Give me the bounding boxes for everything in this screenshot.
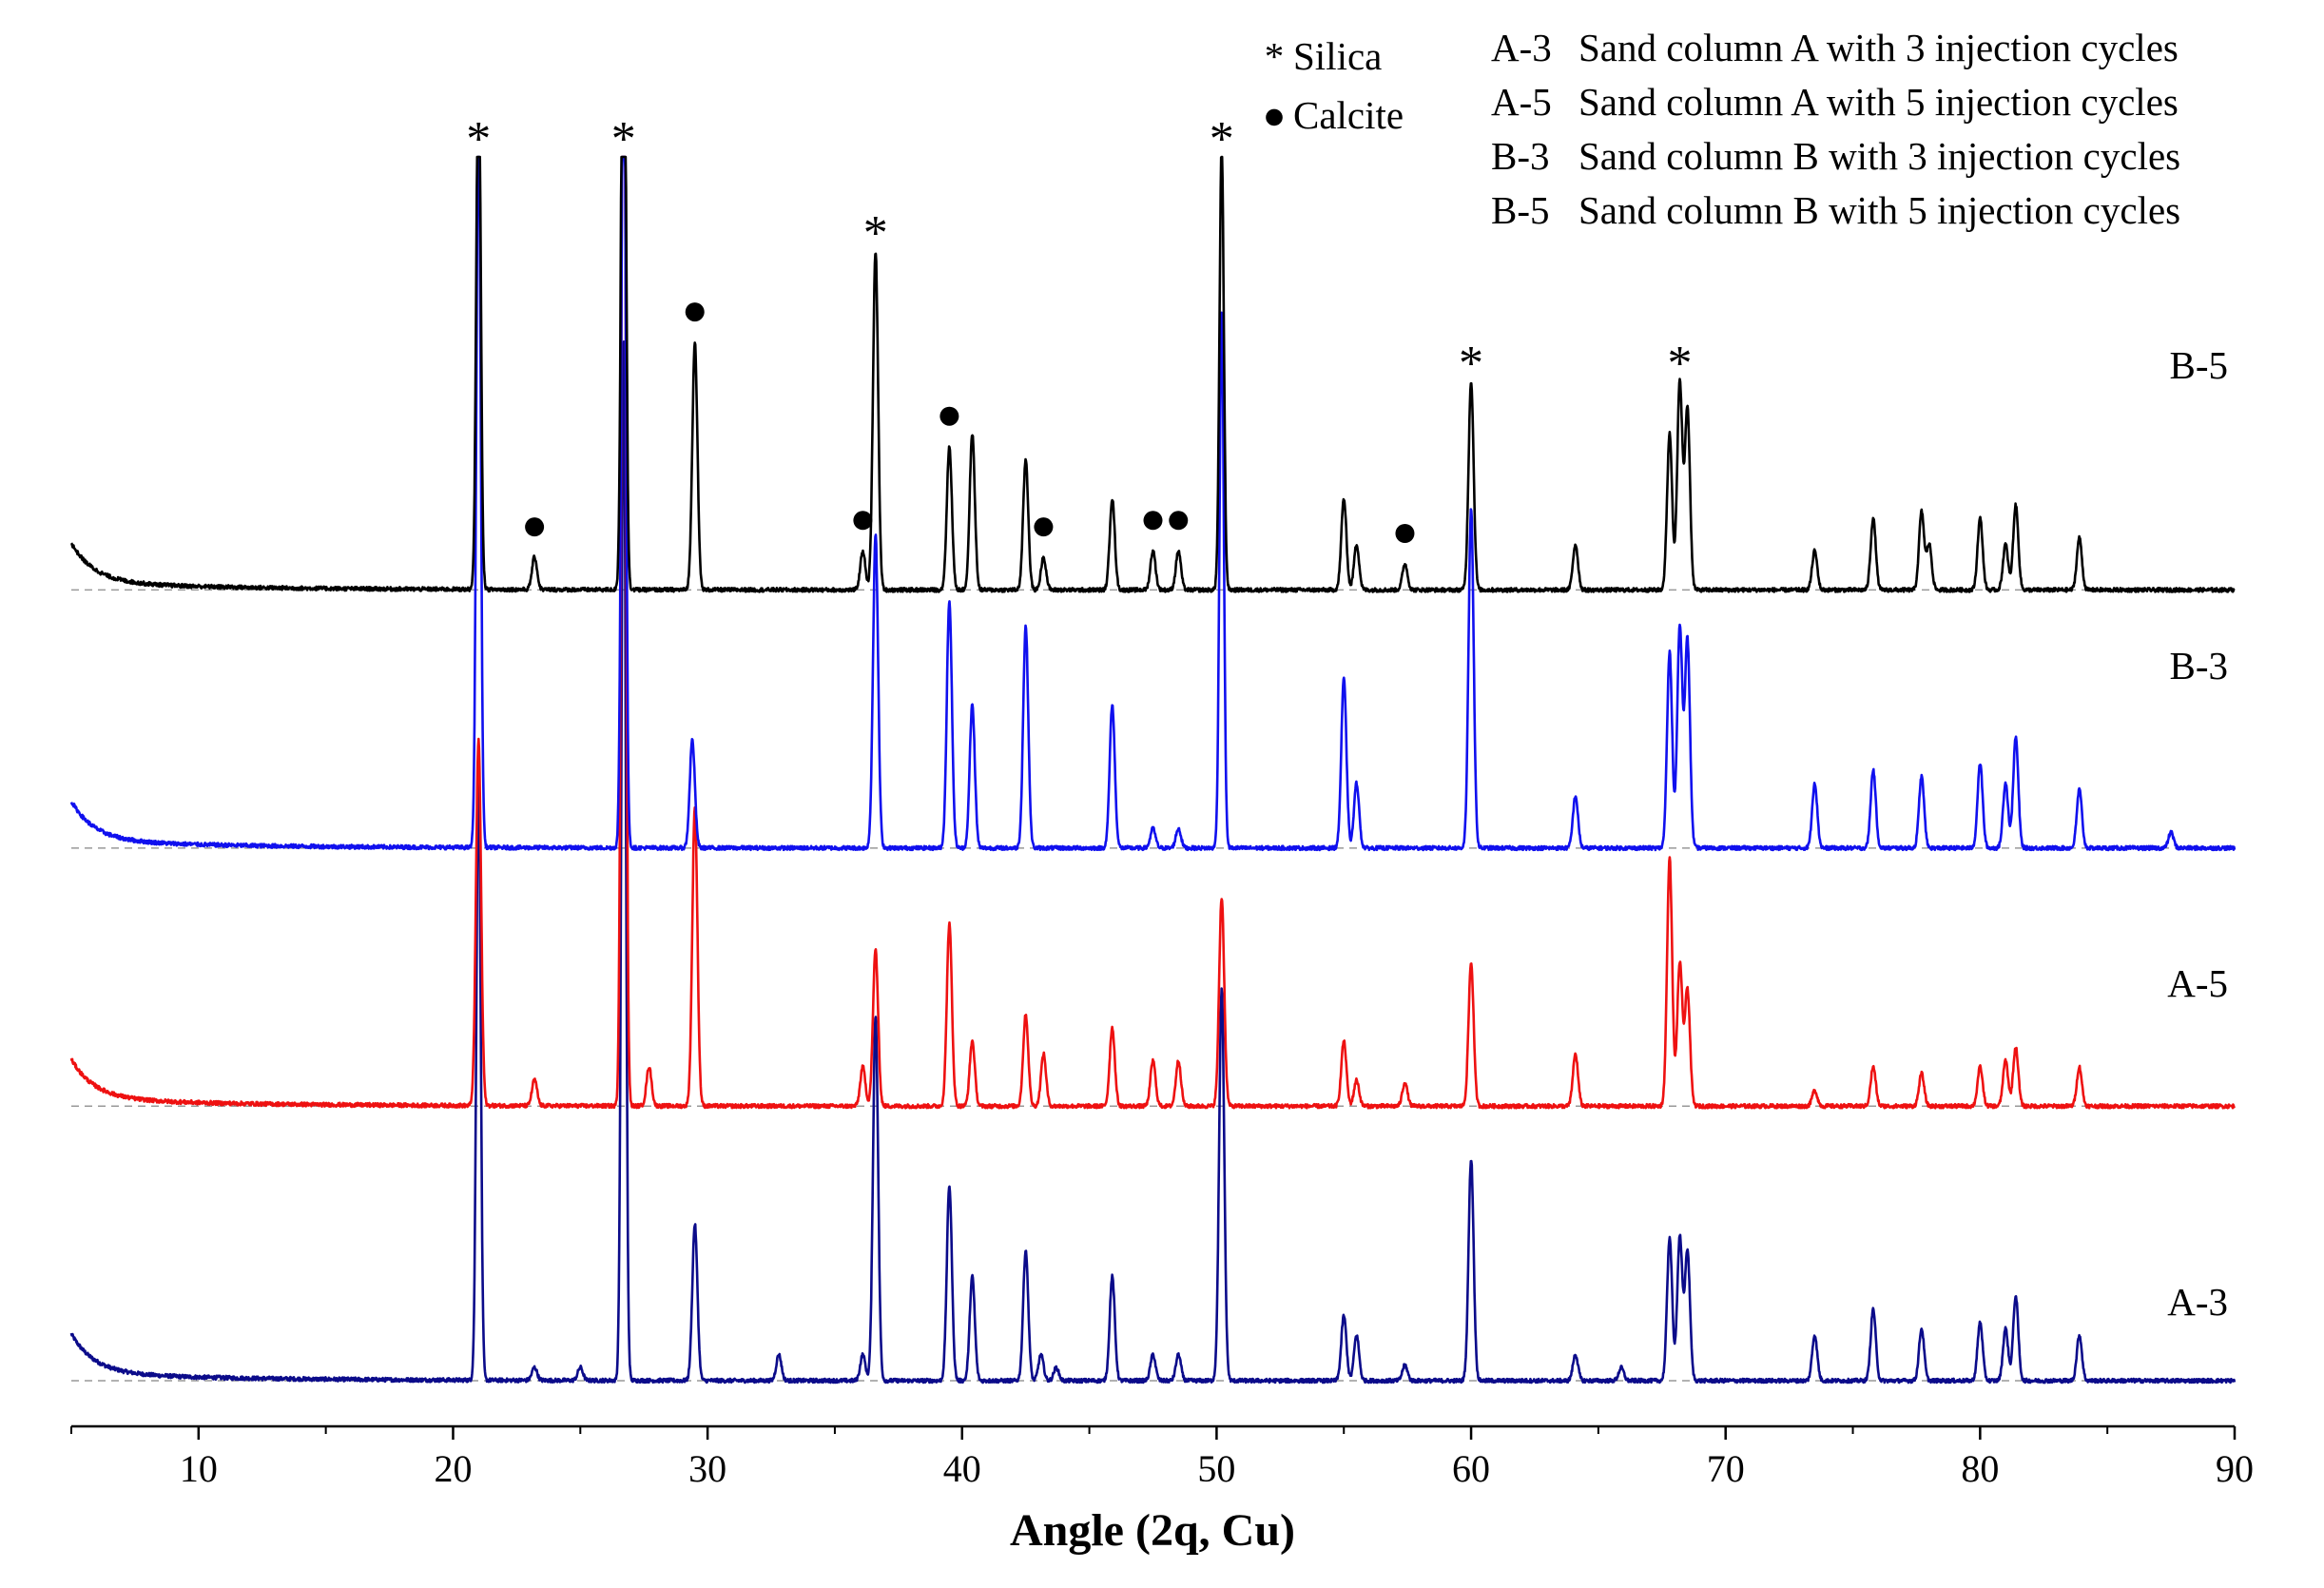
x-axis: 10 20 30 40 50 60 70 80 90 Angle (2q, Cu) (70, 1424, 2254, 1556)
series-labels: A-3 A-5 B-3 B-5 (2167, 343, 2228, 1324)
x-tick-label: 50 (1197, 1447, 1235, 1490)
silica-marker: * (863, 206, 888, 261)
calcite-marker (853, 511, 873, 531)
trace-b-3 (69, 155, 2237, 852)
legend-a3-code: A-3 (1491, 26, 1552, 69)
trace-a-3 (69, 340, 2237, 1385)
legend-marker-types: * Silica ● Calcite (1263, 34, 1404, 137)
trace-b-5 (69, 155, 2236, 593)
peak-markers: * * * * * * (466, 112, 1693, 543)
legend-calcite-label: Calcite (1293, 93, 1404, 137)
calcite-marker (939, 406, 959, 426)
series-label-a-3: A-3 (2167, 1280, 2228, 1324)
series-label-b-3: B-3 (2170, 644, 2229, 687)
x-tick-label: 70 (1707, 1447, 1745, 1490)
x-tick-label: 80 (1961, 1447, 1999, 1490)
x-tick-label: 40 (943, 1447, 981, 1490)
legend-b5-desc: Sand column B with 5 injection cycles (1578, 188, 2180, 232)
baselines (71, 589, 2235, 1382)
calcite-marker (1169, 511, 1189, 531)
legend-silica-symbol: * (1265, 34, 1285, 78)
x-tick-label: 60 (1452, 1447, 1490, 1490)
silica-marker: * (466, 112, 491, 166)
series-label-a-5: A-5 (2167, 961, 2228, 1005)
x-axis-title: Angle (2q, Cu) (1010, 1505, 1295, 1556)
x-tick-label: 10 (180, 1447, 218, 1490)
legend-a5-code: A-5 (1491, 80, 1552, 124)
calcite-marker (1143, 511, 1163, 531)
x-tick-label: 90 (2216, 1447, 2254, 1490)
silica-marker: * (1210, 112, 1234, 166)
legend-a5-desc: Sand column A with 5 injection cycles (1578, 80, 2179, 124)
x-tick-label: 20 (434, 1447, 472, 1490)
diffraction-traces (69, 155, 2237, 1385)
series-label-b-5: B-5 (2170, 343, 2229, 387)
legend-a3-desc: Sand column A with 3 injection cycles (1578, 26, 2179, 69)
calcite-marker (1395, 524, 1415, 543)
legend-b3-code: B-3 (1491, 134, 1550, 178)
x-tick-label: 30 (688, 1447, 726, 1490)
legend-b3-desc: Sand column B with 3 injection cycles (1578, 134, 2180, 178)
calcite-marker (525, 517, 545, 537)
silica-marker: * (1459, 337, 1483, 391)
silica-marker: * (611, 112, 636, 166)
legend-b5-code: B-5 (1491, 188, 1550, 232)
legend-calcite-symbol: ● (1263, 93, 1287, 137)
x-ticks: 10 20 30 40 50 60 70 80 90 (70, 1426, 2254, 1490)
legend-silica-label: Silica (1293, 34, 1382, 78)
calcite-marker (685, 302, 705, 322)
calcite-marker (1034, 517, 1054, 537)
silica-marker: * (1668, 337, 1693, 391)
trace-a-5 (69, 155, 2236, 1110)
legend-samples: A-3 Sand column A with 3 injection cycle… (1491, 26, 2180, 232)
